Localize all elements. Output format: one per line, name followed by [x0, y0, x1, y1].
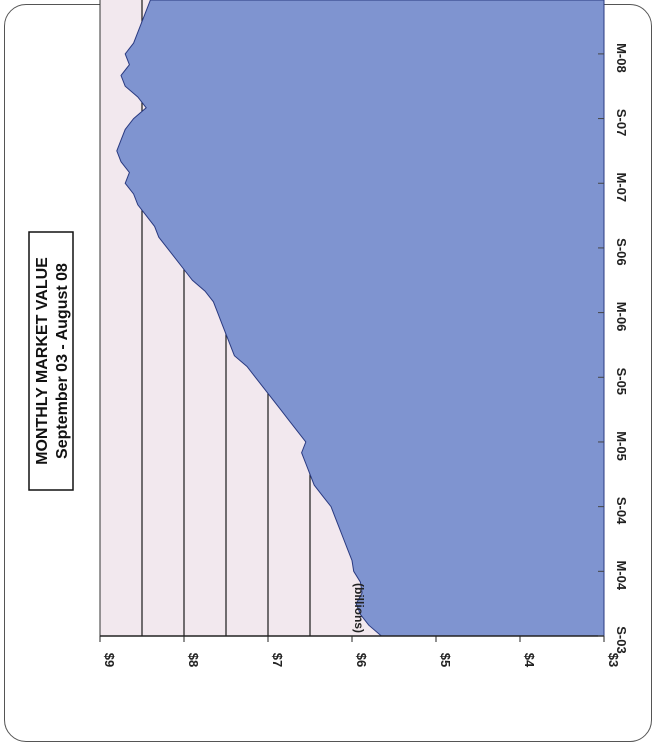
x-tick-label: M-04 [614, 560, 629, 590]
y-tick-labels: $3 $4 $5 $6 $7 $8 $9 [99, 636, 621, 668]
y-tick-label: $9 [102, 653, 117, 667]
y-tick-label: $7 [270, 653, 285, 667]
chart-title: MONTHLY MARKET VALUE [34, 257, 51, 465]
x-tick-label: S-05 [614, 368, 629, 395]
x-tick-label: M-05 [614, 431, 629, 461]
y-tick-label: $4 [522, 653, 537, 668]
market-value-area [116, 0, 605, 637]
y-tick-label: $3 [606, 653, 621, 667]
y-tick-label: $6 [354, 653, 369, 667]
y-tick-label: $8 [186, 653, 201, 667]
chart-subtitle: September 03 - August 08 [54, 263, 71, 459]
x-tick-label: S-07 [614, 109, 629, 136]
x-tick-labels: S-03 M-04 S-04 M-05 S-05 M-06 S-06 M-07 S-07 M-08 [598, 43, 629, 654]
x-tick-label: M-06 [614, 302, 629, 332]
y-axis-unit-label: (billions) [352, 583, 366, 633]
chart-title-box: MONTHLY MARKET VALUE September 03 - Augu… [28, 231, 74, 491]
x-tick-label: M-07 [614, 172, 629, 202]
title-border [28, 231, 74, 491]
x-tick-label: S-03 [614, 626, 629, 653]
x-tick-label: S-04 [614, 497, 629, 525]
y-tick-label: $5 [438, 653, 453, 667]
x-tick-label: M-08 [614, 43, 629, 73]
x-tick-label: S-06 [614, 238, 629, 265]
